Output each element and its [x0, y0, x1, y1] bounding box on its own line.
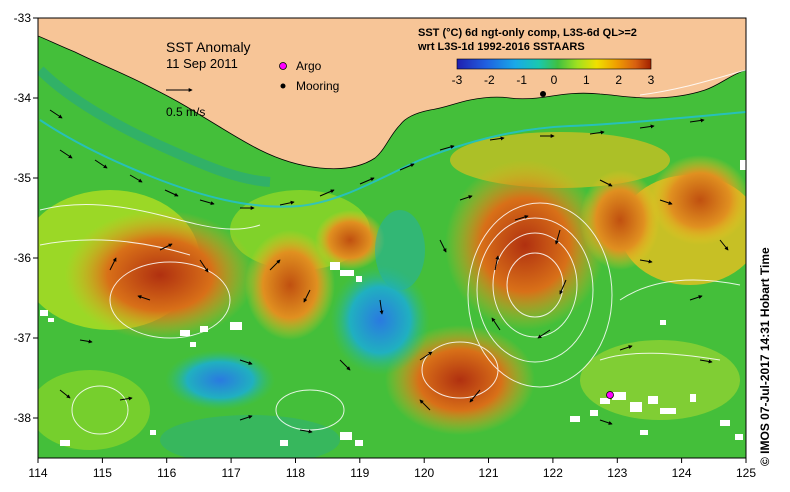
map-date: 11 Sep 2011	[166, 56, 238, 71]
mooring-legend-symbol	[280, 83, 286, 89]
colorbar-tick: -3	[452, 73, 463, 87]
land-mass	[38, 18, 746, 170]
colorbar	[456, 58, 652, 70]
colorbar-tick: -2	[484, 73, 495, 87]
vector-scale-label: 0.5 m/s	[166, 105, 205, 119]
colorbar-tick: 2	[615, 73, 622, 87]
argo-legend-label: Argo	[296, 59, 322, 73]
colorbar-ticks: -3 -2 -1 0 1 2 3	[452, 73, 655, 87]
lat-label: -35	[14, 171, 32, 185]
lon-label: 120	[414, 466, 434, 480]
lat-label: -34	[14, 91, 32, 105]
colorbar-tick: 0	[551, 73, 558, 87]
current-vectors	[49, 109, 729, 434]
argo-legend-symbol	[279, 62, 287, 70]
mooring-legend-label: Mooring	[296, 79, 339, 93]
map-title: SST Anomaly	[166, 39, 251, 55]
latitude-labels: -33 -34 -35 -36 -37 -38	[14, 11, 32, 425]
lat-label: -37	[14, 331, 32, 345]
colorbar-tick: 1	[583, 73, 590, 87]
colorbar-caption-line2: wrt L3S-1d 1992-2016 SSTAARS	[417, 41, 585, 53]
lat-label: -38	[14, 411, 32, 425]
colorbar-caption-line1: SST (°C) 6d ngt-only comp, L3S-6d QL>=2	[418, 27, 637, 39]
lon-label: 115	[93, 466, 112, 480]
lon-label: 119	[350, 466, 369, 480]
imos-credit: © IMOS 07-Jul-2017 14:31 Hobart Time	[758, 247, 772, 466]
cloud-mask	[40, 160, 746, 446]
lon-label: 125	[736, 466, 756, 480]
sst-contours	[39, 69, 746, 435]
lat-label: -33	[14, 11, 32, 25]
lon-label: 121	[478, 466, 498, 480]
lon-label: 117	[222, 466, 241, 480]
lat-label: -36	[14, 251, 32, 265]
sst-field	[38, 18, 746, 458]
mooring-marker	[540, 91, 546, 97]
longitude-labels: 114 115 116 117 118 119 120 121 122 123 …	[28, 466, 756, 480]
plot-frame	[37, 17, 747, 459]
lon-label: 118	[286, 466, 305, 480]
axis-ticks	[33, 17, 747, 463]
colorbar-tick: -1	[516, 73, 527, 87]
colorbar-tick: 3	[648, 73, 655, 87]
lon-label: 116	[157, 466, 176, 480]
lon-label: 114	[28, 466, 47, 480]
lon-label: 122	[543, 466, 563, 480]
lon-label: 123	[607, 466, 627, 480]
argo-float-marker	[606, 391, 614, 399]
lon-label: 124	[672, 466, 692, 480]
